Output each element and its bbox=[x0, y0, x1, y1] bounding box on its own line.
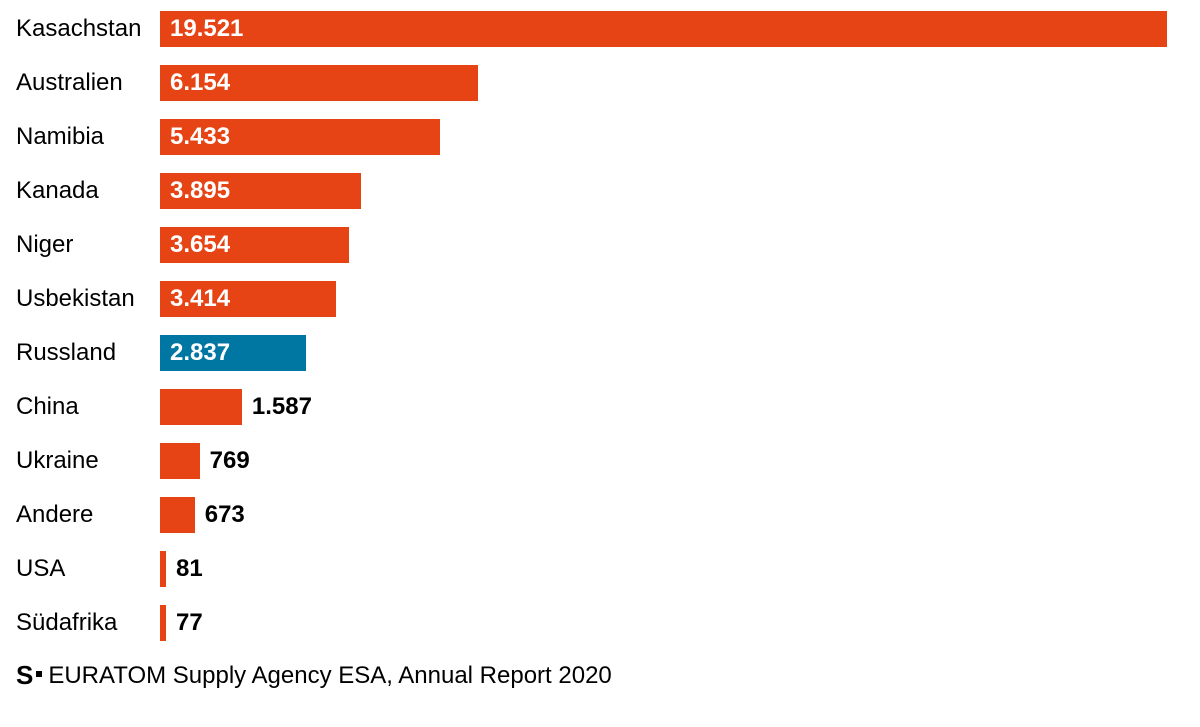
chart-row: China 1.587 bbox=[0, 382, 1200, 432]
value-label: 1.587 bbox=[252, 389, 312, 425]
bar-track: 3.414 bbox=[160, 281, 1200, 317]
value-label: 19.521 bbox=[160, 11, 243, 47]
bar-track: 673 bbox=[160, 497, 1200, 533]
bar bbox=[160, 443, 200, 479]
bar-track: 5.433 bbox=[160, 119, 1200, 155]
value-label: 5.433 bbox=[160, 119, 230, 155]
bar-track: 6.154 bbox=[160, 65, 1200, 101]
source-line: S EURATOM Supply Agency ESA, Annual Repo… bbox=[0, 660, 1200, 691]
chart-row: Südafrika 77 bbox=[0, 598, 1200, 648]
bar-track: 3.654 bbox=[160, 227, 1200, 263]
bar-track: 1.587 bbox=[160, 389, 1200, 425]
bar-track: 81 bbox=[160, 551, 1200, 587]
category-label: Südafrika bbox=[0, 609, 160, 637]
bar-track: 19.521 bbox=[160, 11, 1200, 47]
category-label: China bbox=[0, 393, 160, 421]
category-label: Andere bbox=[0, 501, 160, 529]
bar-track: 2.837 bbox=[160, 335, 1200, 371]
value-label: 2.837 bbox=[160, 335, 230, 371]
category-label: Namibia bbox=[0, 123, 160, 151]
chart-row: USA 81 bbox=[0, 544, 1200, 594]
value-label: 77 bbox=[176, 605, 203, 641]
category-label: Australien bbox=[0, 69, 160, 97]
source-text: EURATOM Supply Agency ESA, Annual Report… bbox=[48, 662, 611, 690]
chart-row: Kanada3.895 bbox=[0, 166, 1200, 216]
value-label: 3.895 bbox=[160, 173, 230, 209]
bar bbox=[160, 551, 166, 587]
value-label: 673 bbox=[205, 497, 245, 533]
bar bbox=[160, 605, 166, 641]
category-label: Kanada bbox=[0, 177, 160, 205]
category-label: Russland bbox=[0, 339, 160, 367]
chart-row: Namibia5.433 bbox=[0, 112, 1200, 162]
chart-row: Usbekistan3.414 bbox=[0, 274, 1200, 324]
bar bbox=[160, 11, 1167, 47]
value-label: 6.154 bbox=[160, 65, 230, 101]
bar-track: 3.895 bbox=[160, 173, 1200, 209]
value-label: 3.414 bbox=[160, 281, 230, 317]
source-prefix-icon: S bbox=[16, 660, 32, 691]
chart-row: Kasachstan19.521 bbox=[0, 4, 1200, 54]
value-label: 3.654 bbox=[160, 227, 230, 263]
value-label: 769 bbox=[210, 443, 250, 479]
category-label: USA bbox=[0, 555, 160, 583]
source-separator-icon bbox=[36, 671, 42, 677]
category-label: Ukraine bbox=[0, 447, 160, 475]
chart-row: Andere 673 bbox=[0, 490, 1200, 540]
category-label: Usbekistan bbox=[0, 285, 160, 313]
chart-row: Australien6.154 bbox=[0, 58, 1200, 108]
bar bbox=[160, 389, 242, 425]
chart-row: Niger3.654 bbox=[0, 220, 1200, 270]
bar-track: 77 bbox=[160, 605, 1200, 641]
category-label: Kasachstan bbox=[0, 15, 160, 43]
bar bbox=[160, 497, 195, 533]
chart-container: Kasachstan19.521Australien6.154Namibia5.… bbox=[0, 0, 1200, 727]
chart-row: Ukraine 769 bbox=[0, 436, 1200, 486]
category-label: Niger bbox=[0, 231, 160, 259]
chart-row: Russland2.837 bbox=[0, 328, 1200, 378]
value-label: 81 bbox=[176, 551, 203, 587]
bar-track: 769 bbox=[160, 443, 1200, 479]
bar-chart: Kasachstan19.521Australien6.154Namibia5.… bbox=[0, 4, 1200, 652]
